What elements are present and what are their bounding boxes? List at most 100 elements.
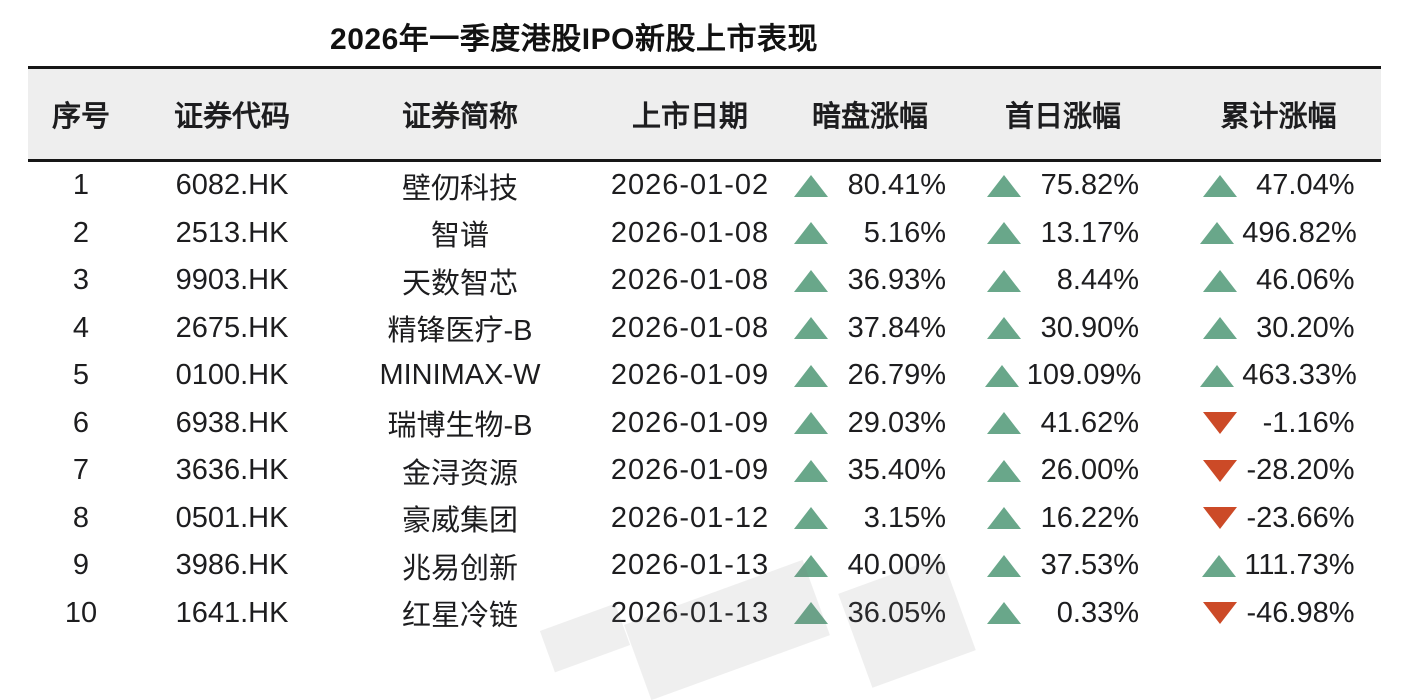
row-index: 4 bbox=[72, 311, 90, 344]
listing-date: 2026-01-12 bbox=[610, 501, 770, 534]
percent-value: 16.22% bbox=[1040, 501, 1139, 534]
percent-value: 41.62% bbox=[1040, 406, 1139, 439]
first-day-gain-cell: 13.17% bbox=[950, 217, 1176, 250]
top-rule bbox=[28, 66, 1381, 69]
page-title: 2026年一季度港股IPO新股上市表现 bbox=[330, 23, 818, 56]
stock-code: 3986.HK bbox=[175, 549, 289, 582]
listing-date: 2026-01-13 bbox=[610, 549, 770, 582]
first-day-gain-cell: 37.53% bbox=[950, 549, 1176, 582]
cumulative-gain-cell: 30.20% bbox=[1176, 312, 1381, 345]
column-header-no: 序号 bbox=[51, 101, 110, 133]
cumulative-gain-cell: -46.98% bbox=[1176, 597, 1381, 630]
listing-date: 2026-01-08 bbox=[610, 264, 770, 297]
up-triangle-icon bbox=[987, 507, 1021, 530]
up-triangle-icon bbox=[794, 602, 828, 625]
table-row: 4 2675.HK 精锋医疗-B 2026-01-08 37.84% 30.90… bbox=[28, 305, 1381, 353]
table-row: 3 9903.HK 天数智芯 2026-01-08 36.93% 8.44% 4… bbox=[28, 257, 1381, 305]
percent-value: 29.03% bbox=[847, 406, 946, 439]
column-header-name: 证券简称 bbox=[401, 101, 518, 133]
stock-name: 精锋医疗-B bbox=[387, 315, 533, 348]
up-triangle-icon bbox=[987, 317, 1021, 340]
stock-name: 天数智芯 bbox=[401, 267, 518, 300]
ipo-table: 序号 证券代码 证券简称 上市日期 暗盘涨幅 首日涨幅 累计涨幅 1 6082.… bbox=[28, 66, 1381, 637]
table-row: 10 1641.HK 红星冷链 2026-01-13 36.05% 0.33% … bbox=[28, 590, 1381, 638]
header-bottom-rule bbox=[28, 159, 1381, 162]
percent-value: -28.20% bbox=[1246, 454, 1355, 487]
stock-code: 2513.HK bbox=[175, 216, 289, 249]
percent-value: 111.73% bbox=[1244, 549, 1355, 582]
first-day-gain-cell: 30.90% bbox=[950, 312, 1176, 345]
stock-code: 2675.HK bbox=[175, 311, 289, 344]
percent-value: 26.00% bbox=[1040, 454, 1139, 487]
up-triangle-icon bbox=[794, 412, 828, 435]
dark-market-gain-cell: 36.93% bbox=[790, 264, 950, 297]
percent-value: 37.53% bbox=[1040, 549, 1139, 582]
dark-market-gain-cell: 37.84% bbox=[790, 312, 950, 345]
percent-value: 8.44% bbox=[1056, 264, 1139, 297]
up-triangle-icon bbox=[794, 222, 828, 245]
up-triangle-icon bbox=[794, 554, 828, 577]
row-index: 9 bbox=[72, 549, 90, 582]
listing-date: 2026-01-13 bbox=[610, 596, 770, 629]
dark-market-gain-cell: 3.15% bbox=[790, 502, 950, 535]
percent-value: 80.41% bbox=[847, 169, 946, 202]
cumulative-gain-cell: -23.66% bbox=[1176, 502, 1381, 535]
ipo-performance-table-page: 2026年一季度港股IPO新股上市表现 序号 证券代码 证券简称 上市日期 暗盘… bbox=[28, 23, 1381, 700]
stock-code: 0501.HK bbox=[175, 501, 289, 534]
cumulative-gain-cell: 46.06% bbox=[1176, 264, 1381, 297]
first-day-gain-cell: 41.62% bbox=[950, 407, 1176, 440]
row-index: 3 bbox=[72, 264, 90, 297]
row-index: 7 bbox=[72, 454, 90, 487]
column-header-first-gain: 首日涨幅 bbox=[1004, 101, 1121, 133]
cumulative-gain-cell: 496.82% bbox=[1176, 217, 1381, 250]
up-triangle-icon bbox=[794, 269, 828, 292]
cumulative-gain-cell: 47.04% bbox=[1176, 169, 1381, 202]
up-triangle-icon bbox=[1202, 269, 1237, 292]
stock-name: 兆易创新 bbox=[401, 552, 518, 585]
percent-value: 3.15% bbox=[863, 501, 946, 534]
percent-value: 46.06% bbox=[1256, 264, 1355, 297]
dark-market-gain-cell: 26.79% bbox=[790, 359, 950, 392]
up-triangle-icon bbox=[987, 174, 1021, 197]
up-triangle-icon bbox=[987, 222, 1021, 245]
first-day-gain-cell: 8.44% bbox=[950, 264, 1176, 297]
dark-market-gain-cell: 36.05% bbox=[790, 597, 950, 630]
table-header-row: 序号 证券代码 证券简称 上市日期 暗盘涨幅 首日涨幅 累计涨幅 bbox=[28, 69, 1381, 159]
percent-value: 496.82% bbox=[1242, 216, 1357, 249]
cumulative-gain-cell: 463.33% bbox=[1176, 359, 1381, 392]
up-triangle-icon bbox=[987, 412, 1021, 435]
table-body: 1 6082.HK 壁仞科技 2026-01-02 80.41% 75.82% … bbox=[28, 162, 1381, 637]
percent-value: 36.05% bbox=[847, 596, 946, 629]
first-day-gain-cell: 0.33% bbox=[950, 597, 1176, 630]
row-index: 6 bbox=[72, 406, 90, 439]
cumulative-gain-cell: -28.20% bbox=[1176, 454, 1381, 487]
stock-name: 红星冷链 bbox=[401, 600, 518, 633]
listing-date: 2026-01-09 bbox=[610, 359, 770, 392]
up-triangle-icon bbox=[1202, 554, 1237, 577]
stock-name: MINIMAX-W bbox=[379, 359, 541, 392]
stock-code: 6082.HK bbox=[175, 169, 289, 202]
percent-value: 5.16% bbox=[863, 216, 946, 249]
percent-value: 35.40% bbox=[847, 454, 946, 487]
listing-date: 2026-01-08 bbox=[610, 311, 770, 344]
up-triangle-icon bbox=[1202, 317, 1237, 340]
percent-value: 75.82% bbox=[1040, 169, 1139, 202]
row-index: 10 bbox=[64, 596, 98, 629]
stock-name: 瑞博生物-B bbox=[387, 410, 533, 443]
percent-value: 13.17% bbox=[1040, 216, 1139, 249]
stock-name: 豪威集团 bbox=[401, 505, 518, 538]
listing-date: 2026-01-08 bbox=[610, 216, 770, 249]
stock-code: 9903.HK bbox=[175, 264, 289, 297]
dark-market-gain-cell: 80.41% bbox=[790, 169, 950, 202]
cumulative-gain-cell: -1.16% bbox=[1176, 407, 1381, 440]
first-day-gain-cell: 26.00% bbox=[950, 454, 1176, 487]
dark-market-gain-cell: 40.00% bbox=[790, 549, 950, 582]
percent-value: 0.33% bbox=[1056, 596, 1139, 629]
dark-market-gain-cell: 29.03% bbox=[790, 407, 950, 440]
stock-code: 3636.HK bbox=[175, 454, 289, 487]
up-triangle-icon bbox=[1200, 364, 1235, 387]
up-triangle-icon bbox=[794, 364, 828, 387]
column-header-dark-gain: 暗盘涨幅 bbox=[811, 101, 928, 133]
up-triangle-icon bbox=[794, 459, 828, 482]
up-triangle-icon bbox=[987, 554, 1021, 577]
